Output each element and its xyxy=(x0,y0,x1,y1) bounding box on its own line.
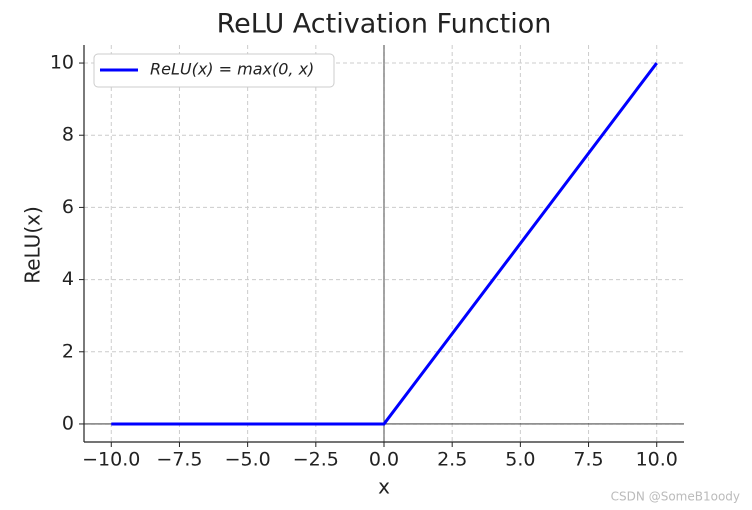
x-axis-label: x xyxy=(378,475,390,499)
y-tick-label: 4 xyxy=(62,268,74,290)
x-tick-label: 0.0 xyxy=(369,449,399,471)
x-tick-label: −10.0 xyxy=(82,449,140,471)
x-tick-label: 5.0 xyxy=(505,449,535,471)
x-tick-label: −5.0 xyxy=(225,449,271,471)
x-tick-label: 2.5 xyxy=(437,449,467,471)
legend-label: ReLU(x) = max(0, x) xyxy=(150,60,314,79)
x-tick-label: −7.5 xyxy=(156,449,202,471)
y-tick-label: 8 xyxy=(62,124,74,146)
x-tick-label: 10.0 xyxy=(636,449,678,471)
y-tick-label: 10 xyxy=(50,52,74,74)
y-tick-label: 2 xyxy=(62,340,74,362)
line xyxy=(111,62,658,426)
legend-box xyxy=(93,53,335,88)
x-tick-label: −2.5 xyxy=(293,449,339,471)
y-tick-label: 0 xyxy=(62,412,74,434)
x-tick-label: 7.5 xyxy=(573,449,603,471)
y-tick-label: 6 xyxy=(62,196,74,218)
y-axis-label: ReLU(x) xyxy=(21,206,45,284)
chart-title: ReLU Activation Function xyxy=(217,9,552,40)
watermark: CSDN @SomeB1oody xyxy=(611,490,740,504)
